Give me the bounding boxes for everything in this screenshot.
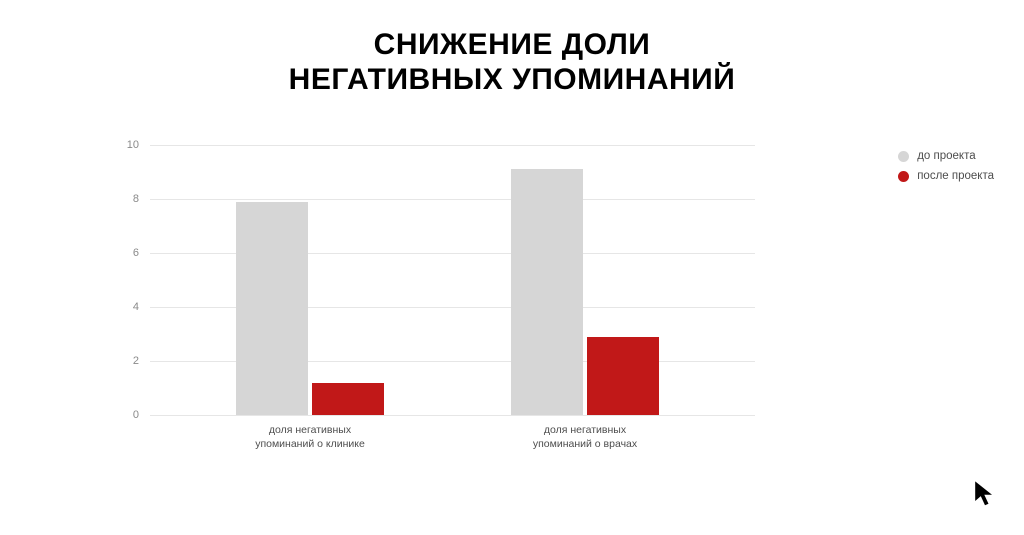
legend-item: после проекта xyxy=(898,170,994,182)
y-axis-ticks: 0246810 xyxy=(115,145,145,415)
x-axis-label: доля негативныхупоминаний о клинике xyxy=(255,423,365,451)
bars-layer xyxy=(150,145,755,415)
bar-chart: 0246810 доля негативныхупоминаний о клин… xyxy=(115,145,755,445)
bar xyxy=(511,169,583,415)
legend-swatch xyxy=(898,171,909,182)
x-axis-label: доля негативныхупоминаний о врачах xyxy=(533,423,637,451)
chart-title-line1: СНИЖЕНИЕ ДОЛИ xyxy=(0,28,1024,63)
y-tick-label: 2 xyxy=(133,355,139,367)
y-tick-label: 6 xyxy=(133,247,139,259)
legend-label: до проекта xyxy=(917,150,975,162)
bar xyxy=(236,202,308,415)
legend-label: после проекта xyxy=(917,170,994,182)
chart-title: СНИЖЕНИЕ ДОЛИ НЕГАТИВНЫХ УПОМИНАНИЙ xyxy=(0,28,1024,97)
cursor-icon xyxy=(972,480,998,513)
legend-swatch xyxy=(898,151,909,162)
legend: до проекта после проекта xyxy=(898,150,994,190)
gridline xyxy=(150,415,755,416)
bar xyxy=(587,337,659,415)
y-tick-label: 0 xyxy=(133,409,139,421)
plot-area xyxy=(150,145,755,415)
legend-item: до проекта xyxy=(898,150,994,162)
y-tick-label: 4 xyxy=(133,301,139,313)
y-tick-label: 8 xyxy=(133,193,139,205)
chart-title-line2: НЕГАТИВНЫХ УПОМИНАНИЙ xyxy=(0,63,1024,98)
y-tick-label: 10 xyxy=(127,139,139,151)
bar xyxy=(312,383,384,415)
